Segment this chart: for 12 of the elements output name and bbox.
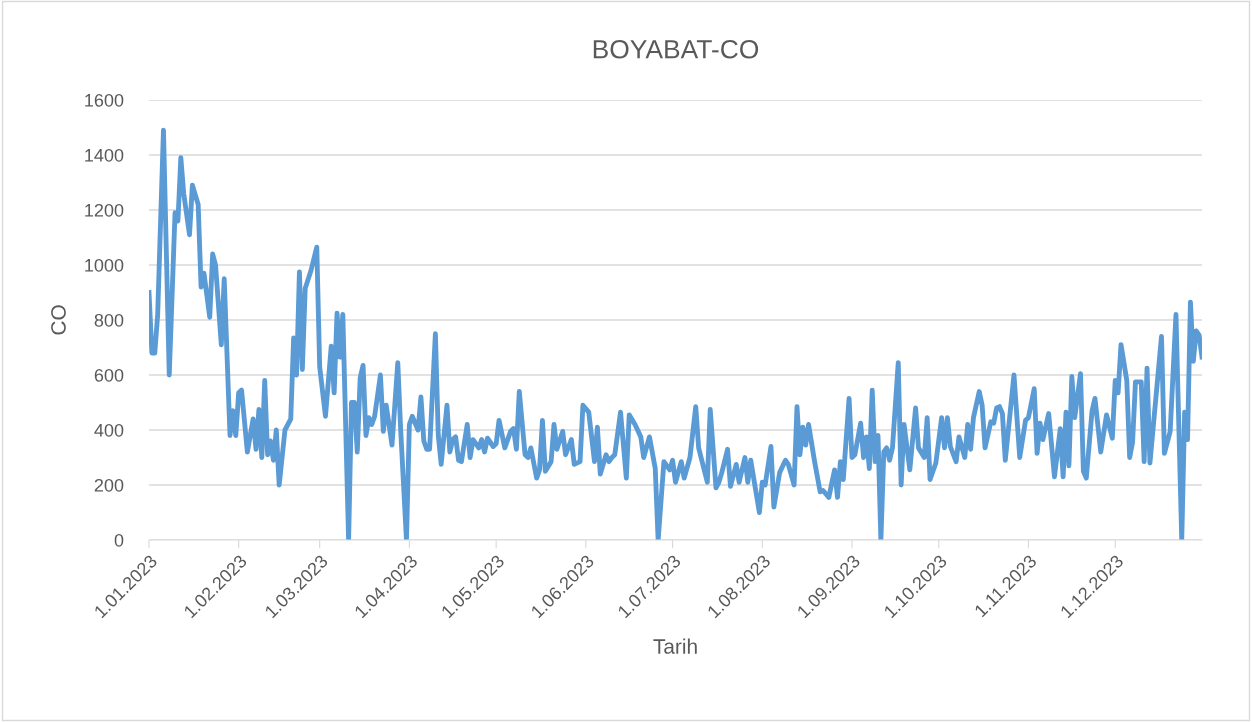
- chart-title: BOYABAT-CO: [593, 39, 759, 59]
- y-tick-label: 0: [114, 533, 124, 547]
- y-tick-label: 1200: [85, 203, 124, 217]
- y-tick-label: 600: [94, 368, 124, 382]
- y-tick-label: 800: [94, 313, 124, 327]
- x-axis-title: Tarih: [653, 638, 697, 654]
- y-tick-label: 1400: [85, 148, 124, 162]
- y-tick-label: 200: [94, 478, 124, 492]
- y-tick-label: 400: [94, 423, 124, 437]
- y-tick-label: 1600: [85, 93, 124, 107]
- y-tick-label: 1000: [85, 258, 124, 272]
- y-axis-title: CO: [51, 305, 66, 335]
